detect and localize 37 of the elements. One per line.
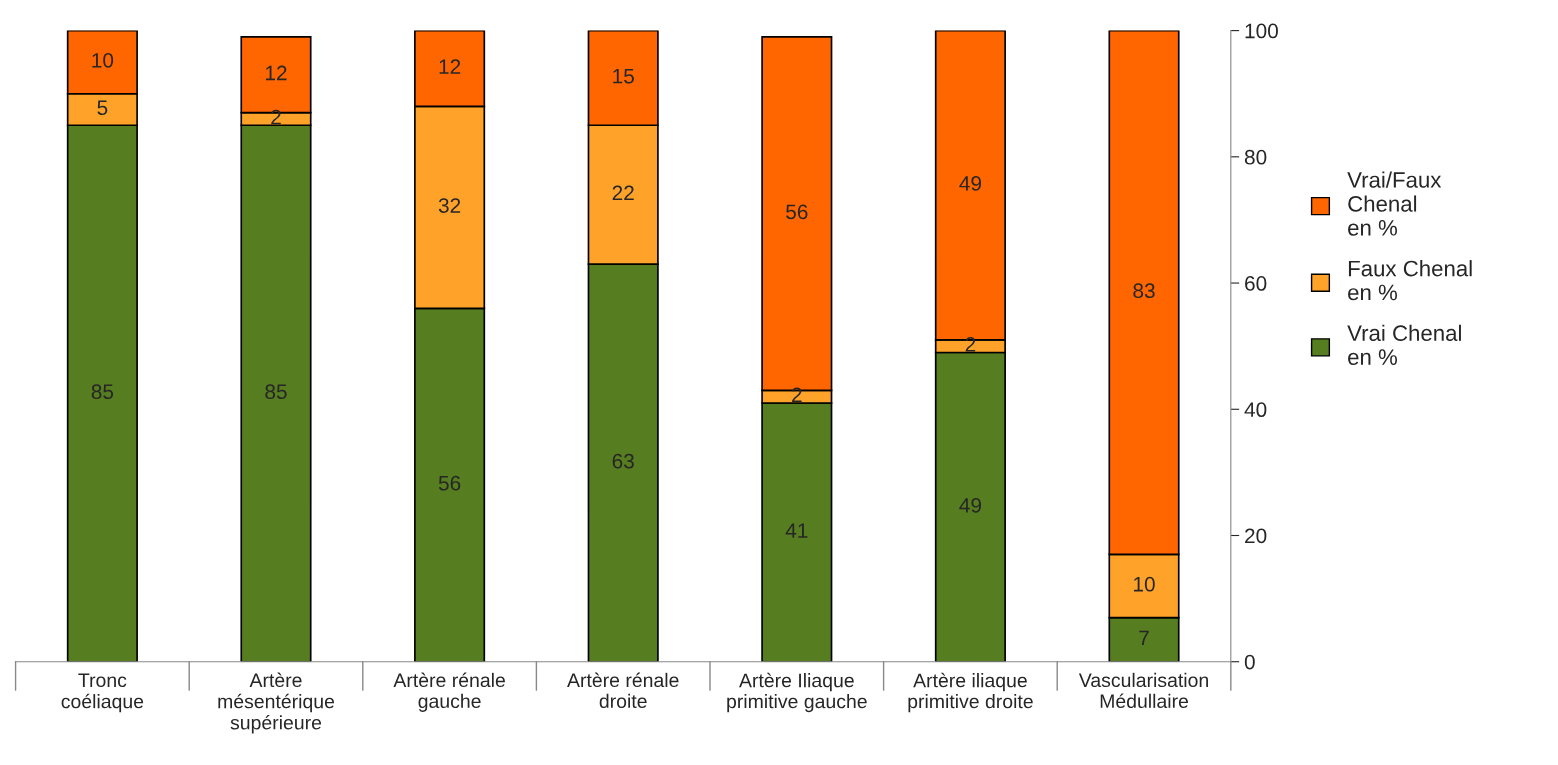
data-label: 56 <box>786 204 808 220</box>
y-tick-label: 80 <box>1244 149 1267 165</box>
data-label: 56 <box>438 475 461 491</box>
x-tick-label: Artère mésentérique supérieure <box>218 672 335 734</box>
y-tick-label: 40 <box>1244 402 1267 418</box>
x-tick-label: Tronc coéliaque <box>61 673 144 713</box>
legend-label: Vrai Chenal en % <box>1347 324 1461 365</box>
data-label: 12 <box>265 65 287 81</box>
data-label: 49 <box>959 497 982 513</box>
x-tick-label: Artère iliaque primitive droite <box>908 672 1033 713</box>
y-tick-label: 0 <box>1244 654 1255 670</box>
legend-label: Vrai/Faux Chenal en % <box>1347 171 1442 236</box>
data-label: 32 <box>438 198 461 213</box>
data-label: 7 <box>1139 630 1149 646</box>
data-label: 83 <box>1133 283 1155 299</box>
y-tick-label: 20 <box>1245 528 1267 544</box>
x-tick-label: Artère rénale gauche <box>393 672 505 712</box>
x-tick-label: Vascularisation Médullaire <box>1078 672 1208 709</box>
data-label: 5 <box>97 100 108 116</box>
data-label: 2 <box>792 387 802 403</box>
data-label: 85 <box>91 384 114 400</box>
data-label: 41 <box>785 523 808 538</box>
data-label: 10 <box>92 53 114 68</box>
x-tick-label: Artère rénale droite <box>567 672 679 709</box>
data-label: 49 <box>959 176 982 191</box>
data-label: 15 <box>613 68 634 84</box>
data-label: 12 <box>439 59 461 74</box>
data-label: 10 <box>1134 576 1155 592</box>
y-tick-label: 100 <box>1245 23 1278 39</box>
data-label: 85 <box>265 384 287 400</box>
data-label: 22 <box>612 185 634 201</box>
data-label: 2 <box>271 109 281 125</box>
data-label: 2 <box>965 337 976 352</box>
data-label: 63 <box>612 453 634 469</box>
x-tick-label: Artère Iliaque primitive gauche <box>727 672 867 713</box>
legend-label: Faux Chenal en % <box>1348 260 1472 301</box>
y-tick-label: 60 <box>1245 276 1267 291</box>
